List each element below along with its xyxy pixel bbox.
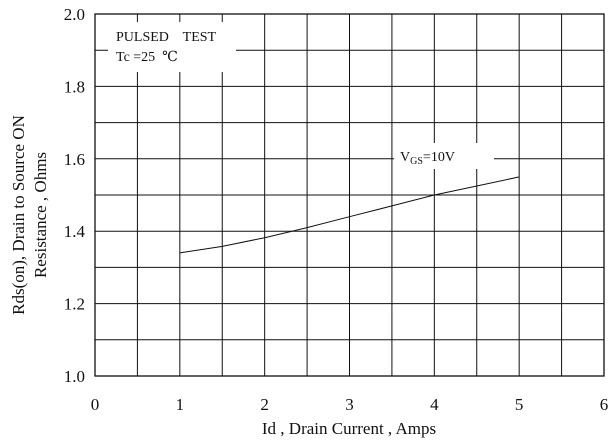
test-conditions-box: [108, 22, 236, 72]
vgs-series-label-value: =10V: [423, 150, 455, 165]
x-tick-label: 3: [345, 395, 354, 414]
vgs-series-label-main: V: [400, 150, 410, 165]
y-axis-label-line2: Resistance , Ohms: [31, 152, 50, 278]
vgs-10v-curve: [179, 176, 520, 254]
case-temperature-label: Tc =25 ℃: [116, 50, 178, 65]
x-tick-label: 2: [260, 395, 269, 414]
y-tick-label: 1.8: [64, 77, 85, 96]
y-axis-label-line1: Rds(on), Drain to Source ON: [9, 115, 28, 315]
y-tick-label: 1.4: [64, 222, 86, 241]
pulsed-test-label: PULSED TEST: [116, 30, 217, 45]
x-tick-label: 1: [176, 395, 185, 414]
grid-lines: [95, 14, 604, 376]
x-tick-label: 5: [515, 395, 524, 414]
x-tick-label: 0: [91, 395, 100, 414]
vgs-series-label-subscript: GS: [410, 156, 423, 167]
x-tick-label: 4: [430, 395, 439, 414]
x-tick-labels: 0 1 2 3 4 5 6: [91, 395, 609, 414]
y-tick-label: 1.2: [64, 295, 85, 314]
y-tick-labels: 1.0 1.2 1.4 1.6 1.8 2.0: [64, 5, 86, 386]
label-backgrounds: [108, 22, 494, 169]
x-axis-label: Id , Drain Current , Amps: [262, 419, 436, 438]
y-tick-label: 1.0: [64, 367, 85, 386]
y-tick-label: 2.0: [64, 5, 85, 24]
vgs-series-label: VGS=10V: [400, 150, 455, 167]
plot-frame: [94, 13, 605, 377]
series-label-box: [394, 143, 494, 169]
y-tick-label: 1.6: [64, 150, 85, 169]
x-tick-label: 6: [600, 395, 609, 414]
